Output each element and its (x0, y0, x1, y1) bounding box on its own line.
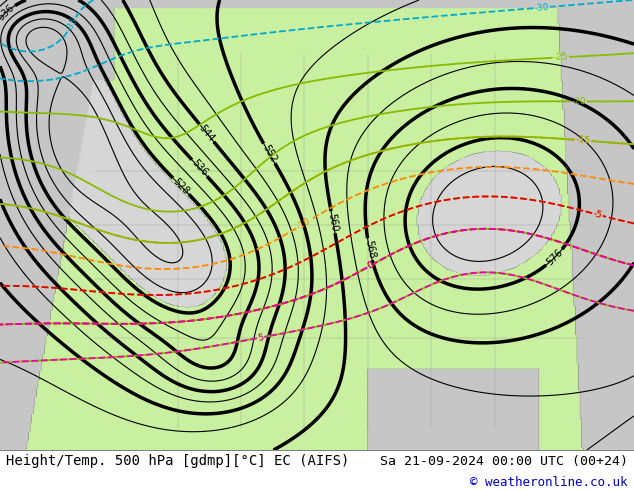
Text: 0: 0 (366, 260, 375, 271)
Text: 552: 552 (260, 143, 278, 164)
Text: 5: 5 (257, 333, 264, 343)
Text: 560: 560 (327, 212, 340, 232)
Text: 568: 568 (363, 239, 377, 259)
Text: -10: -10 (295, 216, 312, 232)
Text: 0: 0 (366, 260, 375, 271)
Text: 0: 0 (366, 260, 375, 271)
Text: -15: -15 (576, 135, 591, 146)
Text: -20: -20 (571, 97, 586, 106)
Text: -30: -30 (534, 2, 550, 13)
Text: 528: 528 (171, 176, 191, 196)
Text: -5: -5 (592, 209, 603, 220)
Text: 536: 536 (190, 158, 209, 178)
Text: Height/Temp. 500 hPa [gdmp][°C] EC (AIFS): Height/Temp. 500 hPa [gdmp][°C] EC (AIFS… (6, 454, 350, 468)
Text: 536: 536 (0, 2, 16, 23)
Text: -5: -5 (592, 209, 603, 220)
Text: -25: -25 (553, 52, 569, 62)
Text: © weatheronline.co.uk: © weatheronline.co.uk (470, 476, 628, 490)
Text: -35: -35 (64, 16, 79, 33)
Text: 576: 576 (545, 247, 565, 268)
Text: Sa 21-09-2024 00:00 UTC (00+24): Sa 21-09-2024 00:00 UTC (00+24) (380, 455, 628, 467)
Text: 544: 544 (197, 123, 216, 144)
Text: -15: -15 (576, 135, 591, 146)
Text: 5: 5 (257, 333, 264, 343)
